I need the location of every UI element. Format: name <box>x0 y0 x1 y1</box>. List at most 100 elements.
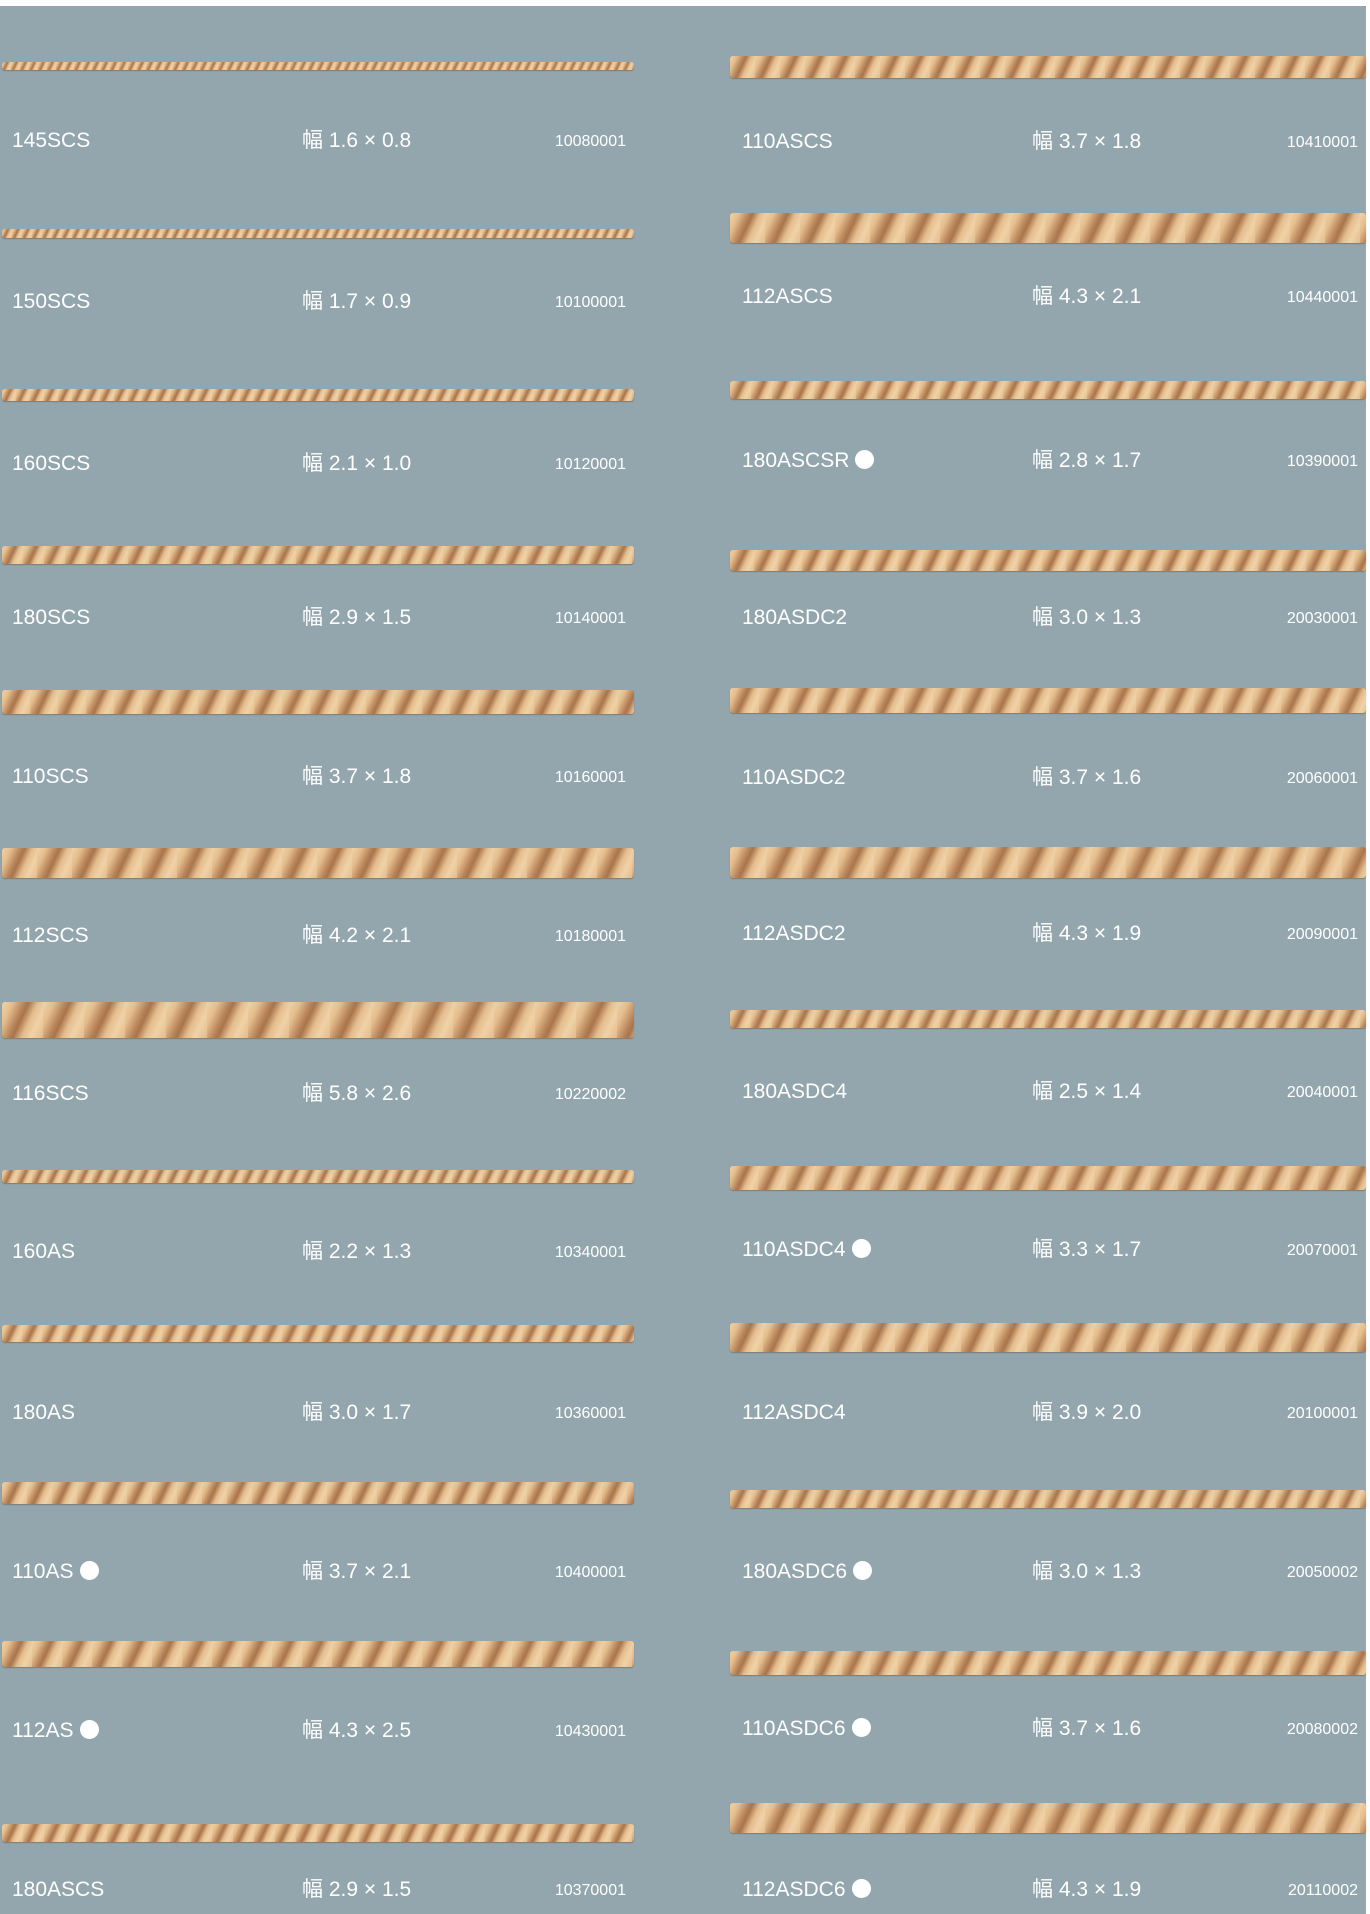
chain-product-number: 20040001 <box>1286 1084 1358 1101</box>
chain-code-text: 180ASDC6 <box>742 1560 848 1583</box>
chain-image <box>730 1490 1366 1508</box>
chain-product-number: 10370001 <box>554 1882 626 1899</box>
chain-product-number: 10180001 <box>554 928 626 945</box>
chain-dimension: 幅 3.0 × 1.3 <box>1032 1560 1142 1583</box>
chain-code: 116SCS <box>12 1080 89 1108</box>
chain-dimension: 幅 4.3 × 1.9 <box>1032 922 1142 945</box>
chain-product-number: 20090001 <box>1286 926 1358 943</box>
chain-dimension: 幅 2.5 × 1.4 <box>1032 1080 1142 1103</box>
chain-code-text: 150SCS <box>12 290 91 313</box>
chain-item-row: 110ASDC2 幅 3.7 × 1.6 20060001 <box>730 764 1366 792</box>
marker-dot-icon <box>79 1720 99 1739</box>
chain-code: 110ASDC4 <box>742 1236 871 1264</box>
chain-image <box>730 1166 1366 1190</box>
chain-image <box>2 1002 634 1038</box>
chain-product-number: 10400001 <box>554 1564 626 1581</box>
chain-image <box>730 381 1366 399</box>
chain-code: 112AS <box>12 1717 99 1745</box>
chain-item-row: 112SCS 幅 4.2 × 2.1 10180001 <box>0 922 634 950</box>
chain-dimension: 幅 4.3 × 2.1 <box>1032 285 1142 308</box>
chain-column-left: 145SCS 幅 1.6 × 0.8 10080001 150SCS 幅 1.7 × 0… <box>0 6 634 1914</box>
chain-item-row: 145SCS 幅 1.6 × 0.8 10080001 <box>0 127 634 155</box>
chain-dimension: 幅 3.0 × 1.7 <box>302 1401 412 1424</box>
marker-dot-icon <box>851 1718 871 1737</box>
chain-product-number: 20060001 <box>1286 770 1358 787</box>
chain-code-text: 160AS <box>12 1240 76 1263</box>
chain-dimension: 幅 3.7 × 1.6 <box>1032 1717 1142 1740</box>
chain-dimension: 幅 5.8 × 2.6 <box>302 1082 412 1105</box>
chain-code-text: 180AS <box>12 1401 76 1424</box>
chain-code-text: 180SCS <box>12 606 91 629</box>
chain-code: 110AS <box>12 1558 99 1586</box>
chain-dimension: 幅 3.0 × 1.3 <box>1032 606 1142 629</box>
chain-code-text: 112ASDC2 <box>742 922 846 945</box>
chain-image <box>2 62 634 70</box>
chain-code-text: 112AS <box>12 1719 74 1742</box>
chain-image <box>2 848 634 878</box>
chain-code: 112ASDC2 <box>742 920 846 948</box>
chain-dimension: 幅 3.9 × 2.0 <box>1032 1401 1142 1424</box>
chain-product-number: 20080002 <box>1286 1721 1358 1738</box>
chain-product-number: 10120001 <box>554 456 626 473</box>
chain-product-number: 10410001 <box>1286 134 1358 151</box>
chain-item-row: 112ASDC2 幅 4.3 × 1.9 20090001 <box>730 920 1366 948</box>
chain-item-row: 112ASDC4 幅 3.9 × 2.0 20100001 <box>730 1399 1366 1427</box>
chain-image <box>730 847 1366 878</box>
chain-code: 160SCS <box>12 450 90 478</box>
chain-code: 180ASDC6 <box>742 1558 873 1586</box>
chain-code-text: 160SCS <box>12 452 91 475</box>
chain-item-row: 160SCS 幅 2.1 × 1.0 10120001 <box>0 450 634 478</box>
chain-code: 112ASDC4 <box>742 1399 846 1427</box>
chain-image <box>730 1651 1366 1675</box>
chain-code-text: 112SCS <box>12 924 89 947</box>
chain-item-row: 180ASCS 幅 2.9 × 1.5 10370001 <box>0 1876 634 1904</box>
chain-image <box>730 56 1366 78</box>
chain-code-text: 110SCS <box>12 765 89 788</box>
chain-code: 112SCS <box>12 922 89 950</box>
chain-image <box>2 229 634 238</box>
chain-code: 180ASCS <box>12 1876 104 1904</box>
chain-code: 112ASCS <box>742 283 833 311</box>
chain-code-text: 180ASDC4 <box>742 1080 848 1103</box>
chain-image <box>730 688 1366 713</box>
chain-image <box>2 1170 634 1183</box>
chain-code: 110ASDC2 <box>742 764 846 792</box>
chain-item-row: 180ASDC2 幅 3.0 × 1.3 20030001 <box>730 604 1366 632</box>
chain-dimension: 幅 2.9 × 1.5 <box>302 1878 412 1901</box>
chain-image <box>730 213 1366 243</box>
chain-product-number: 20070001 <box>1286 1242 1358 1259</box>
chain-product-number: 10160001 <box>554 769 626 786</box>
chain-dimension: 幅 3.7 × 1.8 <box>1032 130 1142 153</box>
chain-product-number: 10080001 <box>554 133 626 150</box>
chain-code: 160AS <box>12 1238 75 1266</box>
chain-product-number: 10440001 <box>1286 289 1358 306</box>
chain-code: 110ASCS <box>742 128 833 156</box>
chain-code-text: 110AS <box>12 1560 74 1583</box>
marker-dot-icon <box>855 450 875 469</box>
chain-item-row: 150SCS 幅 1.7 × 0.9 10100001 <box>0 288 634 316</box>
chain-dimension: 幅 4.3 × 1.9 <box>1032 1878 1142 1901</box>
chain-image <box>730 550 1366 571</box>
chain-code-text: 112ASDC4 <box>742 1401 846 1424</box>
chain-code: 110SCS <box>12 763 89 791</box>
chain-item-row: 110SCS 幅 3.7 × 1.8 10160001 <box>0 763 634 791</box>
chain-dimension: 幅 3.7 × 2.1 <box>302 1560 412 1583</box>
chain-code: 180SCS <box>12 604 90 632</box>
chain-product-number: 10100001 <box>554 294 626 311</box>
chain-product-number: 20050002 <box>1286 1564 1358 1581</box>
chain-code: 150SCS <box>12 288 90 316</box>
chain-image <box>2 1824 634 1842</box>
chain-item-row: 112AS 幅 4.3 × 2.5 10430001 <box>0 1717 634 1745</box>
chain-code-text: 180ASCS <box>12 1878 105 1901</box>
chain-code-text: 116SCS <box>12 1082 89 1105</box>
chain-code: 180AS <box>12 1399 75 1427</box>
chain-code: 180ASDC4 <box>742 1078 847 1106</box>
chain-dimension: 幅 2.1 × 1.0 <box>302 452 412 475</box>
chain-code: 180ASCSR <box>742 447 875 475</box>
chain-image <box>2 546 634 564</box>
chain-dimension: 幅 3.7 × 1.6 <box>1032 766 1142 789</box>
chain-code-text: 110ASDC2 <box>742 766 846 789</box>
chain-item-row: 110ASDC4 幅 3.3 × 1.7 20070001 <box>730 1236 1366 1264</box>
chain-image <box>2 1641 634 1667</box>
chain-image <box>2 1482 634 1504</box>
